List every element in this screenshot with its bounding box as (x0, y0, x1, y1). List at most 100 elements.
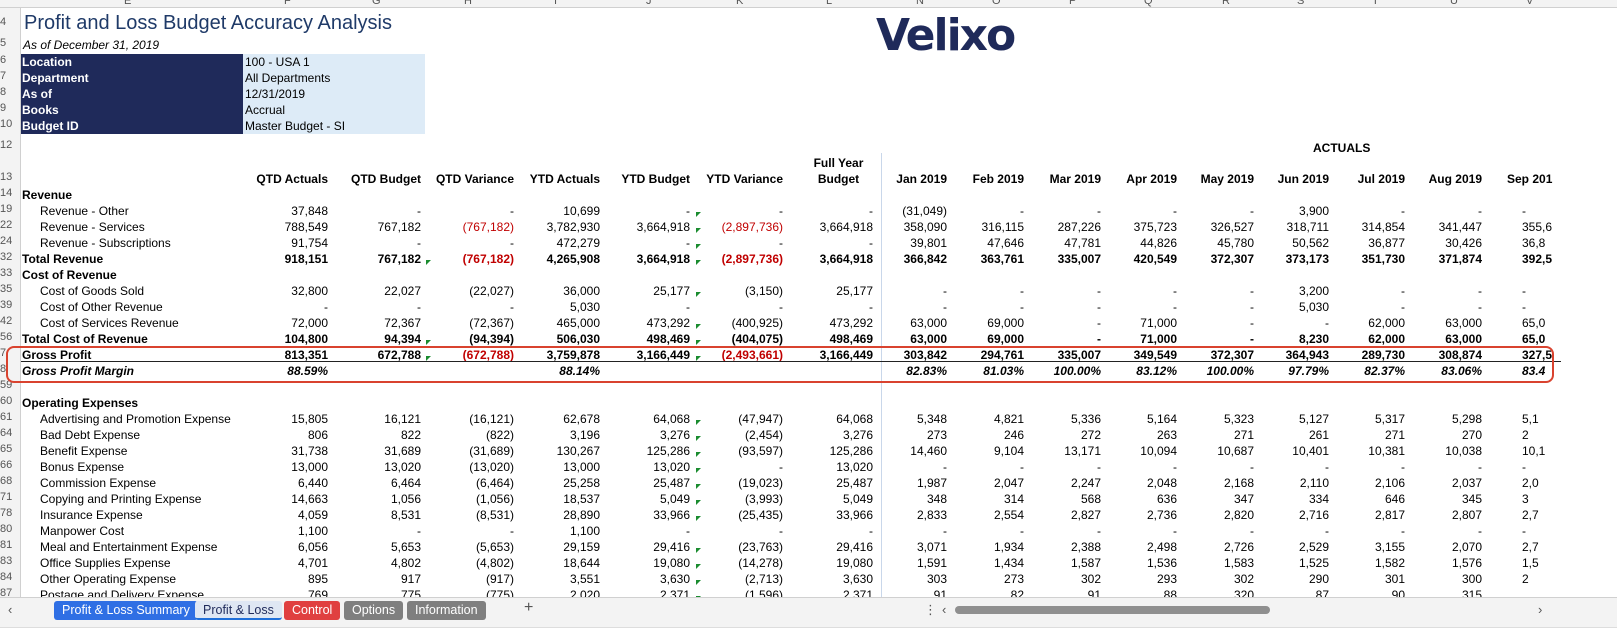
row-label[interactable]: Benefit Expense (40, 444, 128, 458)
value-cell[interactable]: - (510, 204, 514, 218)
value-cell[interactable]: 2,168 (1223, 476, 1254, 490)
row-number[interactable]: 7 (0, 347, 7, 359)
value-cell[interactable]: 83.06% (1441, 364, 1482, 378)
value-cell[interactable]: - (1020, 300, 1024, 314)
value-cell[interactable]: 88.14% (559, 364, 600, 378)
value-cell[interactable]: 348 (926, 492, 947, 506)
value-cell[interactable]: 18,644 (563, 556, 600, 570)
value-cell[interactable]: 10,699 (563, 204, 600, 218)
value-cell[interactable]: (822) (485, 428, 514, 442)
value-cell[interactable]: 5,030 (1298, 300, 1329, 314)
value-cell[interactable]: 2,7 (1522, 508, 1539, 522)
value-cell[interactable]: 8,531 (390, 508, 421, 522)
value-cell[interactable]: 303 (926, 572, 947, 586)
column-letter[interactable]: E (124, 0, 132, 7)
value-cell[interactable]: - (943, 524, 947, 538)
value-cell[interactable]: - (1522, 300, 1526, 314)
value-cell[interactable]: 1,576 (1451, 556, 1482, 570)
sheet-tab[interactable]: Control (284, 601, 341, 620)
value-cell[interactable]: (767,182) (462, 220, 514, 234)
value-cell[interactable]: 2,388 (1070, 540, 1101, 554)
value-cell[interactable]: 3,276 (659, 428, 690, 442)
value-cell[interactable]: 3,551 (569, 572, 600, 586)
value-cell[interactable]: 83.12% (1136, 364, 1177, 378)
column-header[interactable]: Jun 2019 (1277, 172, 1329, 186)
value-cell[interactable]: - (1522, 524, 1526, 538)
value-cell[interactable]: 5,1 (1522, 412, 1539, 426)
column-header[interactable]: Jan 2019 (896, 172, 947, 186)
value-cell[interactable]: - (779, 300, 783, 314)
value-cell[interactable]: - (1173, 524, 1177, 538)
value-cell[interactable]: 270 (1461, 428, 1482, 442)
value-cell[interactable]: - (779, 460, 783, 474)
value-cell[interactable]: - (686, 236, 690, 250)
value-cell[interactable]: 5,030 (569, 300, 600, 314)
value-cell[interactable]: - (1250, 300, 1254, 314)
column-letter[interactable]: J (646, 0, 652, 7)
value-cell[interactable]: 5,317 (1374, 412, 1405, 426)
value-cell[interactable]: 271 (1384, 428, 1405, 442)
value-cell[interactable]: 3,664,918 (819, 220, 873, 234)
value-cell[interactable]: 94,394 (384, 332, 421, 346)
value-cell[interactable]: - (1097, 204, 1101, 218)
value-cell[interactable]: 3,664,918 (819, 252, 873, 266)
value-cell[interactable]: 10,401 (1292, 444, 1329, 458)
value-cell[interactable]: 636 (1156, 492, 1177, 506)
value-cell[interactable]: 19,080 (653, 556, 690, 570)
row-number[interactable]: 83 (0, 555, 13, 567)
value-cell[interactable]: 25,487 (653, 476, 690, 490)
value-cell[interactable]: (6,464) (475, 476, 514, 490)
row-number[interactable]: 66 (0, 459, 13, 471)
row-label[interactable]: Office Supplies Expense (40, 556, 171, 570)
value-cell[interactable]: 568 (1080, 492, 1101, 506)
value-cell[interactable]: - (779, 524, 783, 538)
value-cell[interactable]: 10,1 (1522, 444, 1546, 458)
column-header[interactable]: Mar 2019 (1049, 172, 1101, 186)
value-cell[interactable]: - (943, 300, 947, 314)
value-cell[interactable]: 31,689 (384, 444, 421, 458)
value-cell[interactable]: 363,761 (980, 252, 1024, 266)
column-letter[interactable]: L (826, 0, 833, 7)
value-cell[interactable]: 263 (1156, 428, 1177, 442)
value-cell[interactable]: 6,056 (297, 540, 328, 554)
column-letter[interactable]: S (1297, 0, 1305, 7)
value-cell[interactable]: (16,121) (469, 412, 514, 426)
section-label[interactable]: Operating Expenses (22, 396, 139, 410)
row-number[interactable]: 32 (0, 251, 13, 263)
value-cell[interactable]: 28,890 (563, 508, 600, 522)
value-cell[interactable]: 36,8 (1522, 236, 1546, 250)
value-cell[interactable]: 63,000 (1445, 316, 1482, 330)
value-cell[interactable]: - (869, 300, 873, 314)
column-letter[interactable]: Q (1144, 0, 1153, 7)
value-cell[interactable]: 5,348 (916, 412, 947, 426)
value-cell[interactable]: - (324, 300, 328, 314)
value-cell[interactable]: 50,562 (1292, 236, 1329, 250)
value-cell[interactable]: 100.00% (1206, 364, 1254, 378)
value-cell[interactable]: 130,267 (556, 444, 600, 458)
row-label[interactable]: Cost of Other Revenue (40, 300, 163, 314)
param-value[interactable]: Master Budget - SI (243, 118, 425, 134)
scroll-right-icon[interactable]: › (1538, 602, 1543, 617)
value-cell[interactable]: 5,653 (390, 540, 421, 554)
column-header[interactable]: QTD Budget (351, 172, 421, 186)
value-cell[interactable]: 327,5 (1522, 348, 1553, 362)
value-cell[interactable]: 2,716 (1298, 508, 1329, 522)
value-cell[interactable]: 3,276 (842, 428, 873, 442)
value-cell[interactable]: 13,020 (653, 460, 690, 474)
value-cell[interactable]: 1,591 (916, 556, 947, 570)
value-cell[interactable]: 39,801 (910, 236, 947, 250)
value-cell[interactable]: - (1401, 284, 1405, 298)
value-cell[interactable]: - (1173, 460, 1177, 474)
total-label[interactable]: Gross Profit (22, 348, 92, 362)
row-number[interactable]: 65 (0, 443, 13, 455)
value-cell[interactable]: 3,200 (1298, 284, 1329, 298)
value-cell[interactable]: 9,104 (993, 444, 1024, 458)
value-cell[interactable]: 3,166,449 (819, 348, 873, 362)
row-number[interactable]: 14 (0, 187, 13, 199)
value-cell[interactable]: 3,630 (842, 572, 873, 586)
value-cell[interactable]: 88.59% (287, 364, 328, 378)
value-cell[interactable]: - (1097, 316, 1101, 330)
value-cell[interactable]: - (417, 524, 421, 538)
value-cell[interactable]: - (869, 204, 873, 218)
value-cell[interactable]: - (686, 204, 690, 218)
